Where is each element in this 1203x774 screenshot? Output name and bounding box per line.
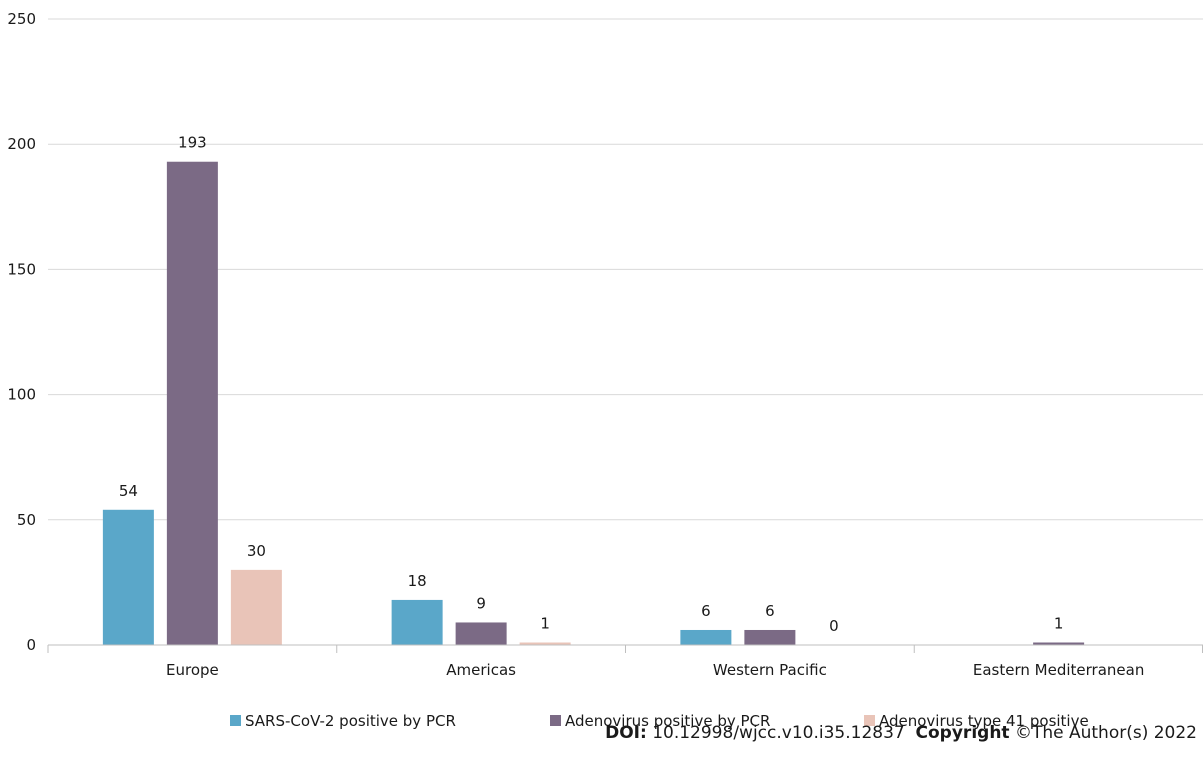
doi-value: 10.12998/wjcc.v10.i35.12837 bbox=[652, 723, 905, 743]
doi-label: DOI: bbox=[605, 723, 647, 743]
legend: SARS-CoV-2 positive by PCR Adenovirus pos… bbox=[230, 712, 1089, 730]
data-label: 6 bbox=[701, 602, 711, 620]
y-tick-label: 0 bbox=[26, 636, 36, 654]
bar bbox=[744, 629, 796, 645]
data-label: 1 bbox=[1054, 614, 1064, 632]
bar bbox=[519, 642, 571, 645]
legend-label: Adenovirus positive by PCR bbox=[565, 712, 770, 730]
legend-swatch bbox=[864, 715, 875, 726]
y-tick-label: 50 bbox=[17, 511, 36, 529]
axes: 0 50 100 150 200 250 Europe Americas Western Pac… bbox=[7, 10, 1203, 679]
data-label: 54 bbox=[119, 482, 138, 500]
bar bbox=[166, 161, 218, 645]
x-tick-label: Eastern Mediterranean bbox=[973, 661, 1144, 679]
data-label: 1 bbox=[540, 614, 550, 632]
bar bbox=[230, 569, 282, 645]
y-tick-label: 250 bbox=[7, 10, 36, 28]
copyright-label: Copyright bbox=[915, 723, 1010, 743]
x-tick-label: Americas bbox=[446, 661, 516, 679]
bar bbox=[680, 629, 732, 645]
bar bbox=[102, 509, 154, 645]
data-label: 9 bbox=[476, 594, 486, 612]
data-label: 193 bbox=[178, 134, 207, 152]
legend-swatch bbox=[230, 715, 241, 726]
data-label: 6 bbox=[765, 602, 775, 620]
legend-label: Adenovirus type 41 positive bbox=[879, 712, 1089, 730]
bars bbox=[102, 161, 1085, 645]
bar bbox=[1033, 642, 1085, 645]
gridlines bbox=[48, 18, 1203, 521]
legend-label: SARS-CoV-2 positive by PCR bbox=[245, 712, 456, 730]
y-tick-label: 150 bbox=[7, 260, 36, 278]
y-tick-label: 100 bbox=[7, 386, 36, 404]
data-label: 30 bbox=[247, 542, 266, 560]
data-labels: 54 193 30 18 9 1 6 6 0 1 bbox=[119, 134, 1064, 635]
data-label: 18 bbox=[408, 572, 427, 590]
data-label: 0 bbox=[829, 617, 839, 635]
y-tick-label: 200 bbox=[7, 135, 36, 153]
x-tick-label: Western Pacific bbox=[713, 661, 827, 679]
copyright-value: ©The Author(s) 2022 bbox=[1014, 723, 1197, 743]
x-tick-label: Europe bbox=[166, 661, 219, 679]
bar bbox=[455, 622, 507, 645]
legend-swatch bbox=[550, 715, 561, 726]
bar bbox=[391, 599, 443, 645]
citation-footer: DOI: 10.12998/wjcc.v10.i35.12837 Copyrig… bbox=[605, 723, 1197, 743]
